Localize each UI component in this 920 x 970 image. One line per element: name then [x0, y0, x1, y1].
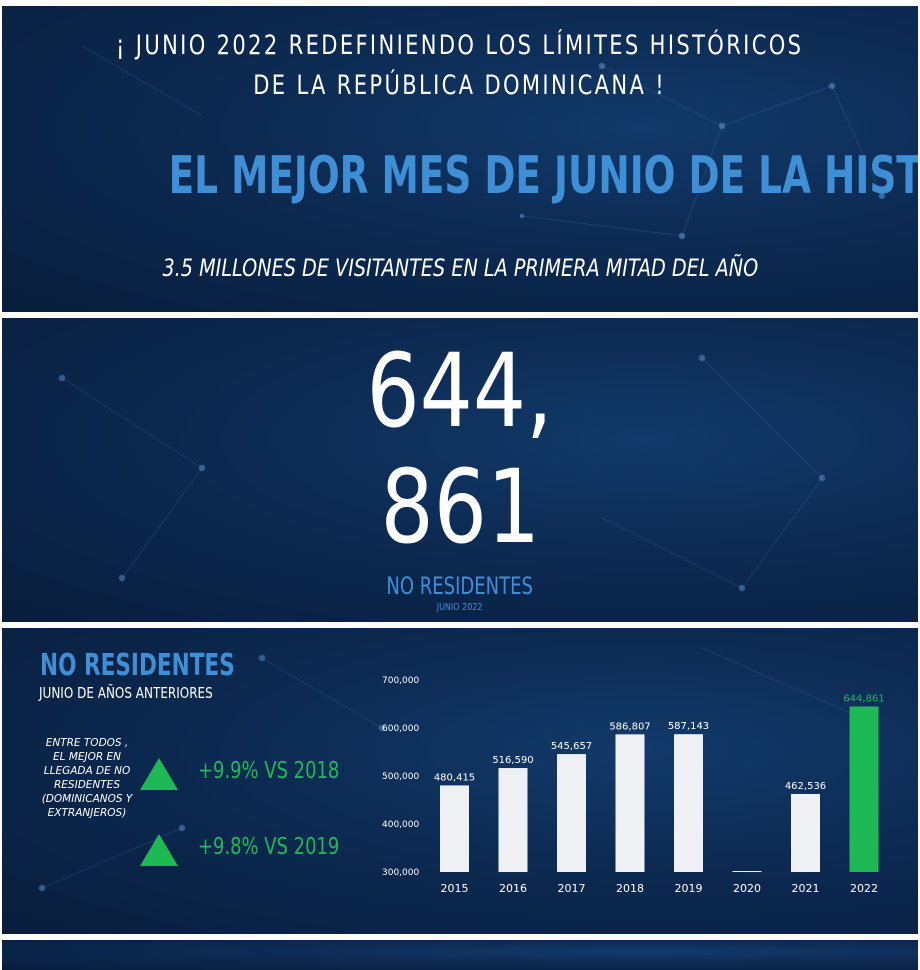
x-tick-label: 2019 [675, 882, 703, 895]
comparison-subheading: JUNIO DE AÑOS ANTERIORES [39, 684, 213, 702]
bar-value-label: 545,657 [551, 741, 592, 752]
bar-chart: 300,000 400,000 500,000 600,000 700,000 480,4… [382, 676, 885, 895]
x-tick-label: 2015 [441, 882, 469, 895]
y-tick-label: 300,000 [382, 868, 419, 878]
network-background [81, 45, 886, 240]
x-tick-label: 2018 [616, 882, 644, 895]
bar-value-label: 644,861 [843, 693, 884, 704]
bar-2015 [440, 785, 469, 872]
header-panel: ¡ JUNIO 2022 REDEFINIENDO LOS LÍMITES HI… [2, 6, 918, 312]
bar-2016 [498, 768, 528, 872]
increase-triangle-icon [140, 834, 178, 866]
y-tick-label: 400,000 [382, 820, 419, 830]
note-line: (DOMINICANOS Y [41, 793, 133, 805]
x-tick-label: 2017 [558, 882, 586, 895]
next-panel [2, 940, 918, 970]
x-tick-label: 2016 [499, 882, 527, 895]
note-line: ENTRE TODOS , [45, 737, 129, 749]
stat-vs-2018: +9.9% VS 2018 [198, 758, 340, 784]
stat-vs-2019: +9.8% VS 2019 [198, 834, 340, 860]
comparison-panel: NO RESIDENTES JUNIO DE AÑOS ANTERIORES E… [2, 628, 918, 934]
y-tick-label: 700,000 [382, 676, 419, 686]
y-tick-label: 500,000 [382, 772, 419, 782]
network-background [58, 354, 826, 592]
bar-value-label: 586,807 [609, 721, 650, 732]
bar-value-label: 587,143 [668, 721, 709, 732]
bar-value-label: 480,415 [434, 772, 475, 783]
comparison-note: ENTRE TODOS , EL MEJOR EN LLEGADA DE NO … [32, 736, 142, 820]
note-line: EL MEJOR EN [53, 751, 121, 763]
visitor-count-part-1: 644, [366, 332, 554, 451]
note-line: LLEGADA DE NO [43, 765, 131, 777]
bar-2022 [849, 706, 879, 872]
bar-value-label: 462,536 [785, 781, 826, 792]
header-line-2: DE LA REPÚBLICA DOMINICANA ! [253, 70, 667, 101]
highlight-panel: 644, 861 NO RESIDENTES JUNIO 2022 [2, 318, 918, 622]
comparison-heading: NO RESIDENTES [40, 648, 235, 683]
bar-value-label: 516,590 [492, 755, 533, 766]
y-tick-label: 600,000 [382, 724, 419, 734]
bar-2019 [674, 734, 703, 872]
page-subtitle: 3.5 MILLONES DE VISITANTES EN LA PRIMERA… [162, 254, 758, 282]
x-tick-label: 2022 [850, 882, 878, 895]
note-line: RESIDENTES [54, 779, 120, 791]
bar-2020 [732, 871, 762, 872]
bar-2017 [557, 754, 586, 872]
x-tick-label: 2021 [792, 882, 820, 895]
note-line: EXTRANJEROS) [47, 807, 127, 819]
highlight-label: NO RESIDENTES [386, 572, 534, 600]
highlight-period: JUNIO 2022 [437, 602, 483, 613]
x-tick-label: 2020 [733, 882, 761, 895]
header-line-1: ¡ JUNIO 2022 REDEFINIENDO LOS LÍMITES HI… [116, 30, 804, 61]
bar-2021 [791, 793, 820, 872]
visitor-count-part-2: 861 [380, 448, 540, 567]
increase-triangle-icon [140, 758, 178, 790]
page-title: EL MEJOR MES DE JUNIO DE LA HISTORIA [168, 146, 918, 206]
bar-2018 [615, 734, 645, 872]
